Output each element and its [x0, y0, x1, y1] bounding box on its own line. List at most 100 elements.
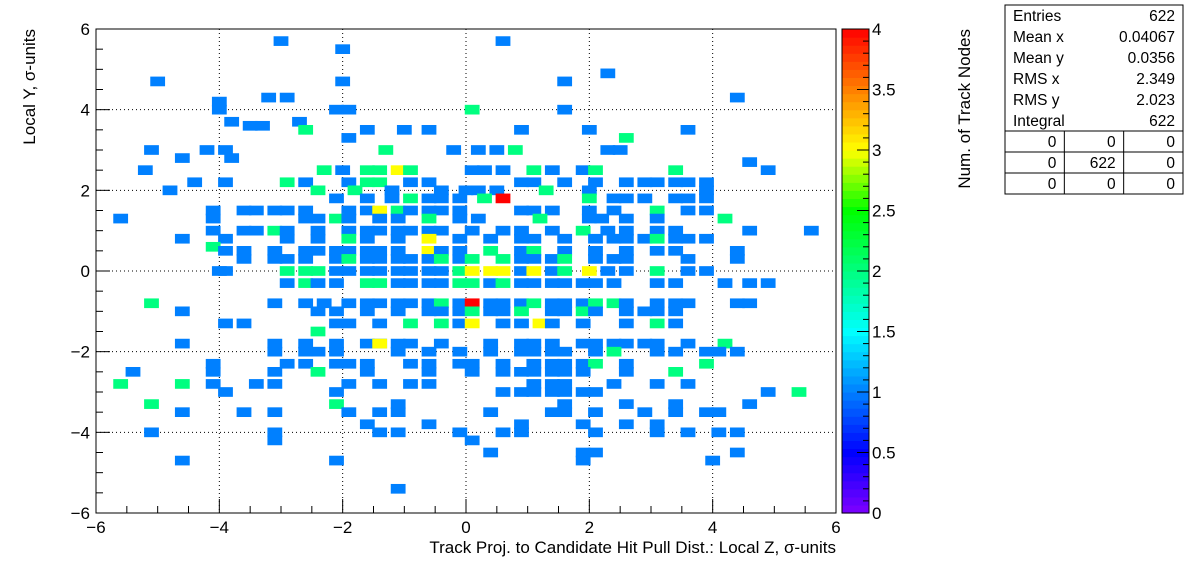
heatmap-cell — [211, 266, 227, 276]
heatmap-cell — [514, 205, 529, 216]
heatmap-cell — [742, 298, 758, 309]
heatmap-cell — [588, 254, 603, 264]
heatmap-cell — [403, 318, 418, 329]
heatmap-cell — [557, 104, 573, 115]
heatmap-cell — [205, 358, 221, 369]
heatmap-cell — [495, 298, 511, 309]
heatmap-cell — [557, 177, 573, 188]
heatmap-cell — [618, 225, 634, 236]
heatmap-cell — [544, 278, 560, 288]
heatmap-cell — [618, 338, 634, 349]
heatmap-cell — [329, 399, 344, 409]
heatmap-cell — [557, 306, 573, 317]
heatmap-cell — [705, 455, 721, 466]
heatmap-cell — [224, 116, 240, 127]
colorbar-segment — [842, 408, 869, 417]
heatmap-cell — [174, 407, 190, 418]
heatmap-cell — [803, 225, 819, 236]
heatmap-cell — [341, 225, 357, 236]
heatmap-cell — [335, 44, 351, 55]
heatmap-cell — [329, 338, 344, 349]
stats-value: 2.023 — [1136, 92, 1175, 109]
y-tick-label: 4 — [81, 101, 90, 120]
heatmap-cell — [742, 278, 758, 288]
heatmap-cell — [421, 124, 437, 135]
stats-grid-cell: 0 — [1166, 155, 1175, 172]
x-tick-label: 0 — [461, 518, 470, 537]
colorbar-segment — [842, 238, 869, 248]
heatmap-cell — [261, 92, 277, 103]
heatmap-cell — [717, 338, 733, 349]
heatmap-cell — [606, 205, 622, 216]
heatmap-cell — [433, 318, 449, 329]
heatmap-cell — [433, 266, 449, 276]
heatmap-cell — [341, 177, 357, 188]
heatmap-cell — [557, 298, 573, 309]
colorbar-segment — [842, 150, 869, 159]
heatmap-cell — [310, 245, 326, 256]
heatmap-cell — [359, 205, 375, 216]
heatmap-cell — [514, 278, 529, 288]
heatmap-cell — [464, 366, 480, 377]
heatmap-cell — [298, 124, 314, 135]
heatmap-cell — [514, 298, 529, 309]
heatmap-cell — [514, 346, 529, 357]
colorbar-segment — [842, 93, 869, 103]
colorbar-segment — [842, 271, 869, 280]
heatmap-cell — [544, 407, 560, 418]
heatmap-cell — [495, 318, 511, 329]
heatmap-cell — [470, 185, 486, 196]
heatmap-cell — [433, 185, 449, 196]
heatmap-cell — [433, 205, 449, 216]
colorbar-segment — [842, 198, 869, 208]
heatmap-cell — [341, 133, 357, 143]
heatmap-cell — [544, 358, 560, 369]
y-tick-label: 6 — [81, 20, 90, 39]
colorbar-segment — [842, 109, 869, 119]
heatmap-cell — [452, 306, 468, 317]
heatmap-cell — [236, 318, 252, 329]
heatmap-cell — [649, 266, 665, 276]
heatmap-cell — [267, 338, 283, 349]
heatmap-cell — [248, 225, 264, 236]
heatmap-cell — [680, 205, 696, 216]
heatmap-cell — [699, 346, 714, 357]
heatmap-cell — [298, 266, 314, 276]
heatmap-cell — [557, 346, 573, 357]
heatmap-cell — [649, 419, 665, 430]
heatmap-cell — [581, 266, 597, 276]
heatmap-cell — [390, 483, 406, 494]
heatmap-cell — [452, 193, 468, 204]
heatmap-cell — [341, 407, 357, 418]
heatmap-cell — [581, 205, 597, 216]
colorbar-segment — [842, 488, 869, 498]
heatmap-cell — [742, 399, 758, 409]
colorbar-segment — [842, 279, 869, 288]
colorbar-segment — [842, 45, 869, 54]
heatmap-cell — [464, 298, 480, 309]
heatmap-cell — [390, 254, 406, 264]
heatmap-cell — [329, 318, 344, 329]
heatmap-cell — [544, 318, 560, 329]
heatmap-cell — [618, 193, 634, 204]
heatmap-cell — [557, 278, 573, 288]
heatmap-cell — [649, 278, 665, 288]
heatmap-cell — [464, 306, 480, 317]
heatmap-cell — [267, 407, 283, 418]
stats-grid-cell: 0 — [1048, 134, 1057, 151]
heatmap-cell — [514, 266, 529, 276]
heatmap-cell — [279, 233, 295, 244]
heatmap-cell — [588, 245, 603, 256]
heatmap-cell — [618, 419, 634, 430]
heatmap-cell — [668, 318, 684, 329]
heatmap-cell — [433, 245, 449, 256]
heatmap-cell — [514, 366, 529, 377]
heatmap-cell — [421, 379, 437, 389]
heatmap-cell — [729, 254, 745, 264]
heatmap-cell — [236, 245, 252, 256]
heatmap-cell — [335, 76, 351, 87]
heatmap-cell — [729, 346, 745, 357]
heatmap-cell — [187, 177, 203, 188]
heatmap-cell — [514, 124, 529, 135]
heatmap-cell — [390, 338, 406, 349]
